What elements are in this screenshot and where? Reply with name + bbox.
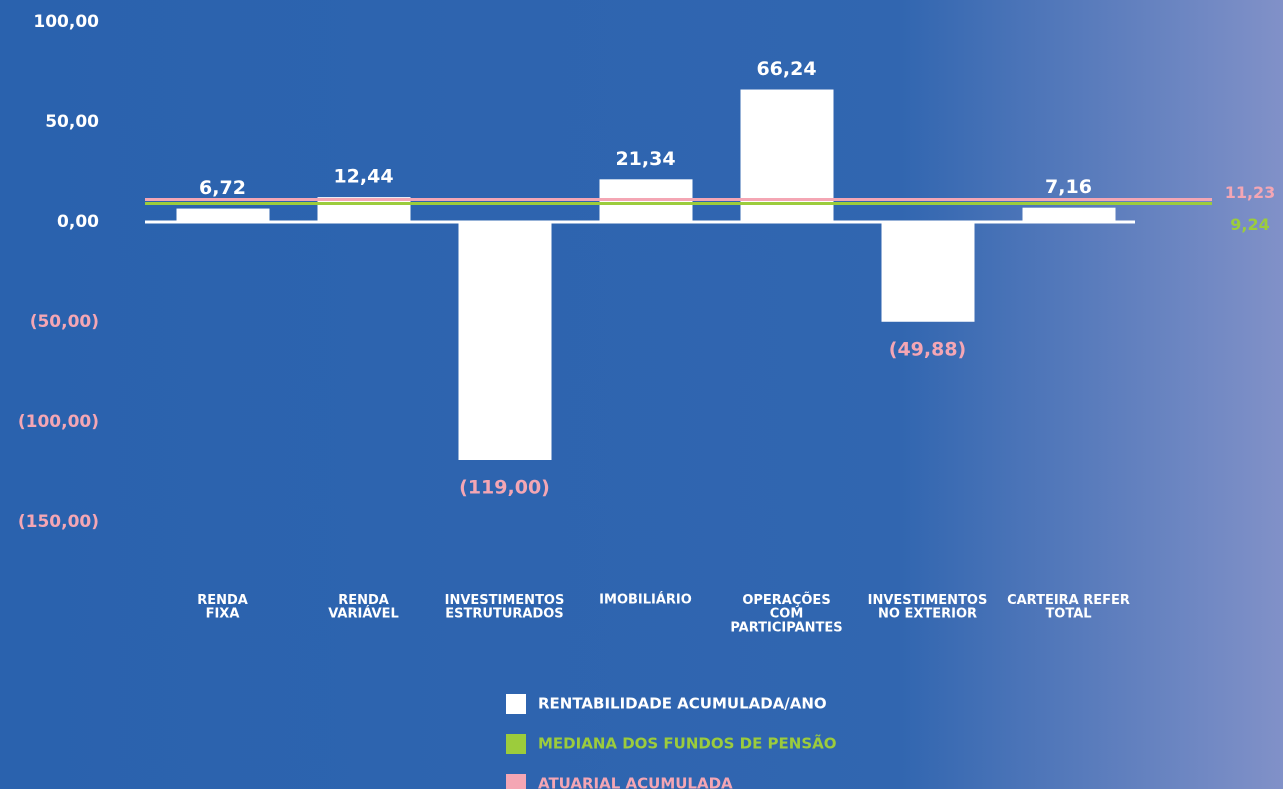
x-tick-label: INVESTIMENTOS NO EXTERIOR [868, 593, 988, 622]
y-tick-label: (100,00) [18, 412, 99, 432]
value-label: 12,44 [333, 166, 393, 188]
bar [1022, 207, 1116, 222]
legend-label: MEDIANA DOS FUNDOS DE PENSÃO [538, 734, 837, 753]
y-tick-label: (50,00) [30, 312, 99, 332]
value-label: 21,34 [615, 148, 675, 170]
bar [176, 208, 270, 222]
bar [317, 197, 411, 222]
reference-label: 11,23 [1225, 183, 1276, 202]
x-tick-label: RENDA FIXA [197, 593, 248, 622]
bar [458, 222, 552, 460]
y-tick-label: 0,00 [57, 212, 99, 232]
x-tick-label: RENDA VARIÁVEL [328, 593, 399, 622]
legend-label: ATUARIAL ACUMULADA [538, 775, 733, 789]
value-label: 6,72 [199, 177, 246, 199]
legend-swatch [506, 734, 526, 754]
x-tick-label: IMOBILIÁRIO [599, 592, 692, 608]
y-tick-label: 100,00 [33, 12, 99, 32]
x-tick-label: INVESTIMENTOS ESTRUTURADOS [445, 593, 565, 622]
bar [881, 222, 975, 322]
value-label: 66,24 [756, 58, 816, 80]
x-tick-label: OPERAÇÕES COM PARTICIPANTES [730, 592, 842, 635]
value-label: (49,88) [889, 338, 966, 360]
y-tick-label: 50,00 [45, 112, 99, 132]
y-tick-label: (150,00) [18, 512, 99, 532]
value-label: 7,16 [1045, 176, 1092, 198]
legend-label: RENTABILIDADE ACUMULADA/ANO [538, 695, 827, 713]
legend-swatch [506, 694, 526, 714]
x-tick-label: CARTEIRA REFER TOTAL [1007, 593, 1130, 622]
value-label: (119,00) [459, 477, 550, 499]
legend-swatch [506, 774, 526, 789]
reference-label: 9,24 [1230, 215, 1269, 234]
